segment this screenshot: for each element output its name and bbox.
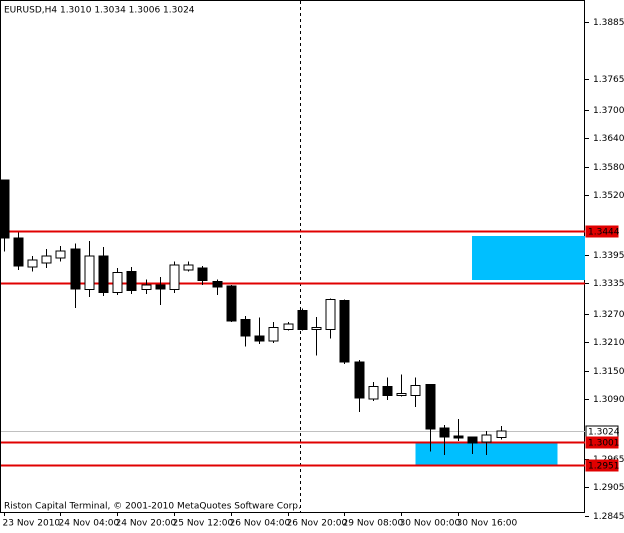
candle-body (155, 284, 166, 290)
level-label: 1.3024 (588, 428, 620, 438)
candle-body (112, 272, 123, 294)
x-tick-label: 23 Nov 2010 (3, 519, 61, 529)
candle-body (13, 237, 24, 267)
y-tick-label: 1.3580 (593, 163, 624, 173)
chart-title: EURUSD,H4 1.3010 1.3034 1.3006 1.3024 (4, 6, 195, 16)
candle-body (0, 179, 10, 239)
candle-body (325, 299, 336, 331)
level-label: 1.3001 (588, 439, 620, 449)
candle-body (169, 264, 180, 291)
y-tick-label: 1.3270 (593, 310, 624, 320)
candle-body (368, 386, 379, 400)
candle-body (382, 386, 393, 397)
candle-body (126, 271, 137, 292)
candle-body (98, 255, 109, 294)
candle-body (339, 300, 350, 363)
candle-body (496, 430, 507, 438)
candle-body (55, 250, 66, 259)
candle-body (354, 361, 365, 399)
y-tick-label: 1.3395 (593, 251, 624, 261)
y-tick-label: 1.2905 (593, 483, 624, 493)
candle-body (183, 264, 194, 271)
candle-body (226, 285, 237, 322)
footer: Riston Capital Terminal, © 2001-2010 Met… (4, 502, 301, 512)
x-tick-label: 24 Nov 20:00 (116, 519, 177, 529)
x-tick-label: 30 Nov 00:00 (400, 519, 461, 529)
candle-body (453, 435, 464, 439)
candle-body (425, 384, 436, 430)
level-label: 1.3444 (588, 228, 620, 238)
y-tick-label: 1.3640 (593, 134, 624, 144)
candle-body (41, 255, 52, 264)
candle-body (141, 284, 152, 291)
candle-body (268, 327, 279, 342)
x-tick-label: 26 Nov 04:00 (230, 519, 291, 529)
zone (472, 236, 585, 281)
y-tick-label: 1.3700 (593, 106, 624, 116)
candle-body (197, 267, 208, 282)
x-tick-label: 29 Nov 08:00 (343, 519, 404, 529)
y-tick-label: 1.3765 (593, 75, 624, 85)
candle-body (254, 335, 265, 342)
y-tick-label: 1.3090 (593, 395, 624, 405)
candle-body (283, 323, 294, 331)
y-tick-label: 1.2845 (593, 512, 624, 522)
x-tick-label: 26 Nov 20:00 (287, 519, 348, 529)
candle-body (297, 310, 308, 331)
y-tick-label: 1.3885 (593, 18, 624, 28)
candle-body (70, 248, 81, 290)
level-label-box (585, 459, 619, 472)
candle-body (481, 434, 492, 443)
y-tick-label: 1.3520 (593, 191, 624, 201)
candle-body (439, 427, 450, 438)
candle-body (84, 255, 95, 291)
candle-body (27, 259, 38, 268)
candle-body (240, 319, 251, 337)
candle-body (212, 281, 223, 288)
level-label-box (585, 225, 619, 238)
candle-body (467, 436, 478, 444)
y-tick-label: 1.3335 (593, 279, 624, 289)
level-label-box (585, 436, 619, 449)
x-tick-label: 25 Nov 12:00 (173, 519, 234, 529)
candle-body (410, 385, 421, 397)
x-tick-label: 24 Nov 04:00 (59, 519, 120, 529)
x-tick-label: 30 Nov 16:00 (457, 519, 518, 529)
level-label: 1.2951 (588, 462, 620, 472)
candle-body (396, 393, 407, 397)
y-tick-label: 1.3210 (593, 338, 624, 348)
y-tick-label: 1.3150 (593, 367, 624, 377)
candle-body (311, 327, 322, 331)
